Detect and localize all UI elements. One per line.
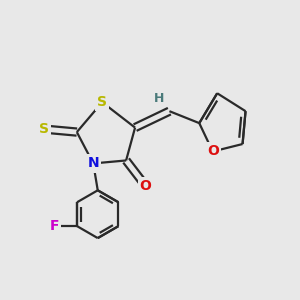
Text: O: O	[140, 179, 152, 193]
Text: H: H	[154, 92, 164, 105]
Text: O: O	[207, 145, 219, 158]
Text: S: S	[39, 122, 49, 136]
Text: N: N	[88, 156, 99, 170]
Text: F: F	[50, 219, 59, 233]
Text: S: S	[97, 95, 107, 109]
